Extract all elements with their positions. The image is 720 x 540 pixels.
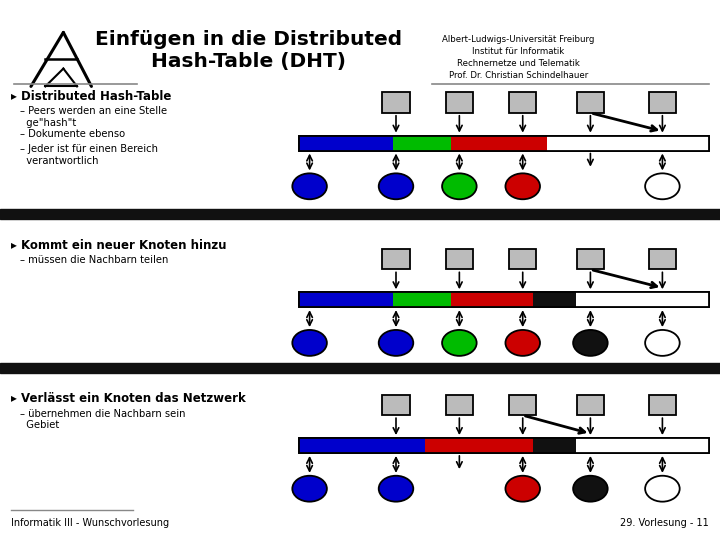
Bar [577,92,604,113]
Bar [382,92,410,113]
Bar [533,292,576,307]
Text: 29. Vorlesung - 11: 29. Vorlesung - 11 [621,518,709,529]
Bar [649,249,676,269]
Bar [451,136,547,151]
Bar [547,136,709,151]
Bar [446,249,473,269]
Bar [393,292,451,307]
Bar [576,438,709,453]
Bar [425,438,533,453]
Bar [299,438,709,453]
Bar [649,92,676,113]
Circle shape [379,173,413,199]
Text: ▸ Verlässt ein Knoten das Netzwerk: ▸ Verlässt ein Knoten das Netzwerk [11,392,246,404]
Bar [299,292,709,307]
Circle shape [442,173,477,199]
Text: – übernehmen die Nachbarn sein
  Gebiet: – übernehmen die Nachbarn sein Gebiet [20,409,186,430]
Circle shape [645,173,680,199]
Circle shape [292,330,327,356]
Bar [451,292,533,307]
Text: – Peers werden an eine Stelle
  ge"hash"t: – Peers werden an eine Stelle ge"hash"t [20,106,167,128]
Circle shape [442,330,477,356]
Circle shape [379,330,413,356]
Bar [446,395,473,415]
Text: Einfügen in die Distributed: Einfügen in die Distributed [95,30,402,49]
Circle shape [645,330,680,356]
Circle shape [292,476,327,502]
Text: – müssen die Nachbarn teilen: – müssen die Nachbarn teilen [20,255,168,265]
Text: ▸ Kommt ein neuer Knoten hinzu: ▸ Kommt ein neuer Knoten hinzu [11,239,226,252]
Bar [299,136,709,151]
Text: Albert-Ludwigs-Universität Freiburg: Albert-Ludwigs-Universität Freiburg [442,35,595,44]
Circle shape [573,330,608,356]
Text: Hash-Table (DHT): Hash-Table (DHT) [151,52,346,71]
Bar [576,292,709,307]
Circle shape [505,173,540,199]
Bar [299,438,709,453]
Bar [299,292,393,307]
Bar [509,92,536,113]
Text: – Dokumente ebenso: – Dokumente ebenso [20,129,125,139]
Text: Institut für Informatik: Institut für Informatik [472,47,564,56]
Text: Informatik III - Wunschvorlesung: Informatik III - Wunschvorlesung [11,518,169,529]
Bar [299,438,425,453]
Bar [446,92,473,113]
Text: Prof. Dr. Christian Schindelhauer: Prof. Dr. Christian Schindelhauer [449,71,588,80]
Circle shape [645,476,680,502]
Bar [0,209,720,219]
Bar [393,136,451,151]
Text: – Jeder ist für einen Bereich
  verantwortlich: – Jeder ist für einen Bereich verantwort… [20,144,158,166]
Bar [509,249,536,269]
Circle shape [379,476,413,502]
Bar [649,395,676,415]
Bar [509,395,536,415]
Bar [299,292,709,307]
Text: ▸ Distributed Hash-Table: ▸ Distributed Hash-Table [11,90,171,103]
Bar [299,136,709,151]
Bar [382,395,410,415]
Bar [299,136,393,151]
Text: Rechnernetze und Telematik: Rechnernetze und Telematik [457,59,580,68]
Bar [577,395,604,415]
Circle shape [573,476,608,502]
Bar [382,249,410,269]
Circle shape [505,330,540,356]
Bar [0,363,720,373]
Circle shape [292,173,327,199]
Bar [577,249,604,269]
Bar [533,438,576,453]
Circle shape [505,476,540,502]
